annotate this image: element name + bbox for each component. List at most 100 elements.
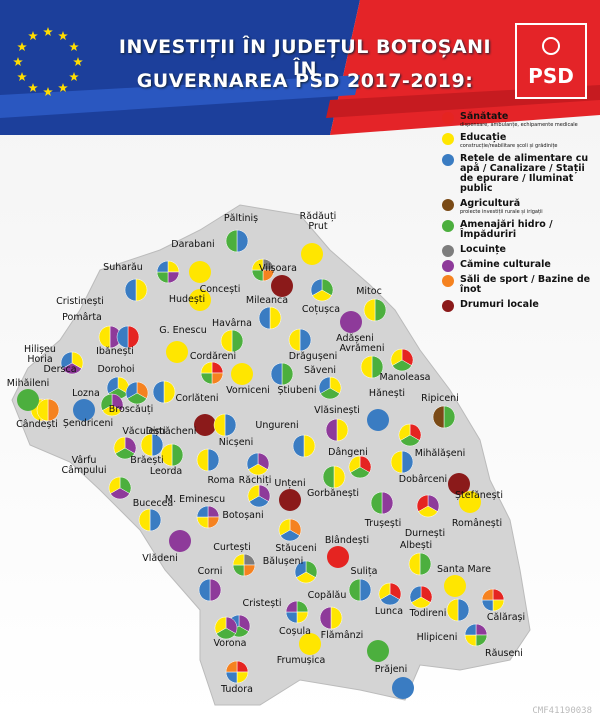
legend-dot [442, 300, 454, 312]
header-stripe [0, 75, 360, 118]
pie-slice [115, 447, 135, 460]
place-label: G. Enescu [159, 325, 207, 336]
pie-slice [408, 552, 421, 576]
pie [319, 606, 343, 630]
legend-label: Amenajări hidro / Împăduriri [460, 219, 553, 240]
pie-slice [200, 361, 213, 374]
place-label: Săveni [304, 365, 336, 376]
place-label: Pomârta [62, 312, 102, 323]
pie-slice [457, 598, 470, 622]
pie-slice [270, 362, 283, 386]
pie-slice [151, 433, 164, 457]
place-label: Durnești [404, 528, 446, 539]
pie-slice [444, 575, 466, 597]
pie-slice [225, 660, 238, 673]
star [28, 31, 38, 41]
pie [194, 414, 216, 436]
place-label: Gorbănești [306, 488, 360, 499]
place-label: Coțușca [301, 304, 341, 315]
pie [220, 329, 244, 353]
pie-slice [127, 392, 147, 405]
pie-slice [390, 450, 403, 474]
pie-slice [224, 413, 237, 437]
logo-rose [542, 37, 560, 55]
place-label: Botoșani [222, 510, 264, 521]
pie-slice [299, 328, 312, 352]
pie [360, 355, 384, 379]
pie [416, 494, 440, 518]
pie-slice [303, 434, 316, 458]
pie [152, 380, 176, 404]
pies [17, 229, 505, 699]
pie [363, 298, 387, 322]
legend-dot [442, 260, 454, 272]
pie-slice [271, 275, 293, 297]
pie [100, 393, 124, 417]
pie-slice [169, 530, 191, 552]
pie-slice [296, 571, 316, 584]
pie [169, 530, 191, 552]
place-label: Leorda [149, 466, 183, 477]
pie-slice [213, 413, 226, 437]
pie-slice [225, 229, 238, 253]
place-label: Bălușeni [262, 556, 304, 567]
pie [213, 413, 237, 437]
place-label: Curtești [213, 542, 251, 553]
place-label: Nicșeni [218, 437, 254, 448]
pie [189, 289, 211, 311]
pie-slice [359, 578, 372, 602]
star [69, 42, 79, 51]
place-label: Răuseni [485, 648, 523, 659]
pie-slice [125, 381, 138, 399]
pie-slice [196, 448, 209, 472]
legend-label: Agricultură [460, 198, 521, 209]
pie-slice [171, 443, 184, 467]
pie-slice [448, 473, 470, 495]
legend-label: Cămine culturale [460, 259, 551, 270]
place-label: Ripiceni [421, 393, 459, 404]
place-label: Flămânzi [320, 630, 364, 641]
pie-slice [124, 278, 137, 302]
place-label: Hănești [368, 388, 406, 399]
pie [322, 465, 346, 489]
eu-stars [13, 27, 83, 96]
place-label: Concești [199, 284, 241, 295]
place-label: Hilișeu Horia [24, 344, 56, 365]
place-label: Dimăcheni [145, 426, 197, 437]
pie-slice [106, 376, 119, 394]
pie [225, 229, 249, 253]
pie-slice [100, 393, 113, 411]
pie [285, 600, 309, 624]
pie-slice [135, 278, 148, 302]
place-label: Lozna [72, 388, 100, 399]
pie-slice [360, 355, 373, 379]
logo-text: PSD [528, 64, 574, 88]
pie-slice [189, 289, 211, 311]
place-label: Vlădeni [142, 553, 178, 564]
legend-dot [442, 154, 454, 166]
pie-slice [160, 443, 173, 467]
place-label: Cândești [16, 419, 58, 430]
pie [390, 348, 414, 372]
pie-slice [319, 606, 332, 630]
pie-slice [17, 389, 39, 411]
legend-label: Locuințe [460, 244, 506, 255]
pie-slice [400, 434, 420, 447]
legend-item: Rețele de alimentare cu apă / Canalizare… [440, 154, 595, 194]
pie [270, 362, 294, 386]
footer-code: CMF41190038 [532, 706, 592, 716]
place-label: Avrămeni [339, 343, 385, 354]
pie [156, 260, 180, 284]
pie [310, 278, 334, 302]
pie [340, 311, 362, 333]
place-label: Ungureni [255, 420, 299, 431]
pie-slice [378, 582, 391, 600]
pie-slice [312, 289, 332, 302]
pie-slice [236, 229, 249, 253]
place-label: Suharău [103, 262, 143, 273]
place-label: Prăjeni [374, 664, 408, 675]
place-label: Darabani [171, 239, 215, 250]
pie-slice [62, 362, 82, 375]
pie [464, 623, 488, 647]
